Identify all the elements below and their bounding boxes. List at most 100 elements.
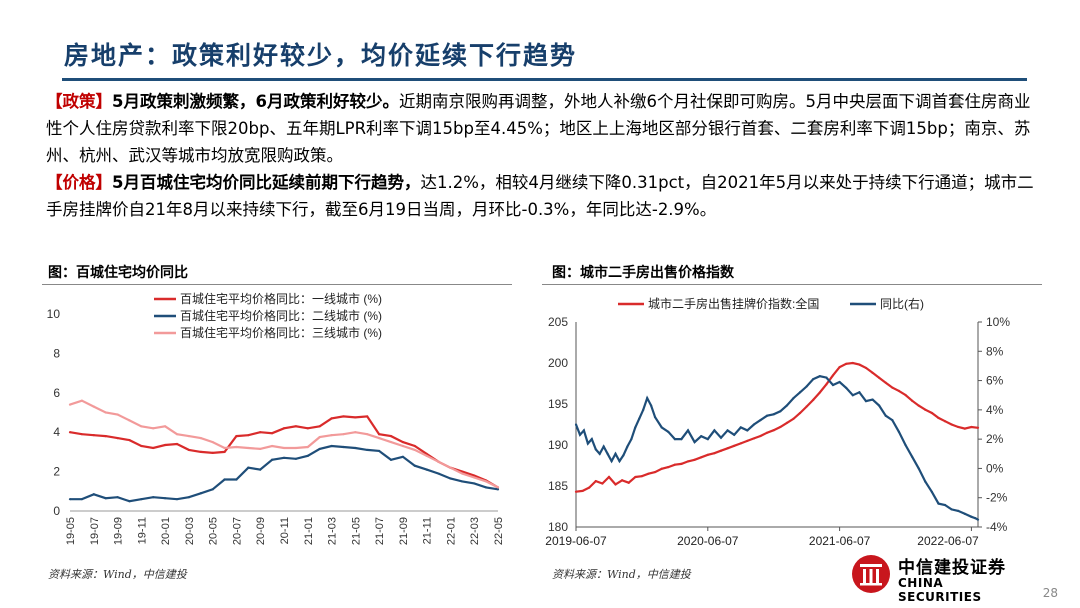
data-point: [80, 399, 83, 402]
data-point: [152, 446, 155, 450]
legend-label: 城市二手房出售挂牌价指数:全国: [648, 296, 819, 311]
data-point: [104, 435, 107, 438]
data-point: [660, 467, 663, 470]
series-line-1: [69, 415, 499, 489]
data-point: [831, 374, 835, 377]
data-point: [128, 438, 131, 442]
series-line-1: [575, 361, 979, 493]
series-line-3: [69, 399, 499, 489]
y-right-tick-label: 8%: [986, 344, 1004, 358]
data-point: [831, 383, 835, 387]
data-point: [211, 488, 214, 491]
price-headline: 5月百城住宅均价同比延续前期下行趋势，: [112, 173, 421, 192]
data-point: [164, 425, 167, 428]
data-point: [128, 500, 131, 503]
series-line-2: [574, 375, 979, 521]
data-point: [330, 417, 333, 420]
data-point: [582, 429, 586, 432]
data-point: [838, 380, 841, 384]
data-point: [235, 478, 238, 481]
data-point: [680, 438, 683, 441]
data-point: [638, 417, 641, 420]
data-point: [858, 391, 861, 394]
data-point: [739, 426, 742, 429]
data-point: [957, 425, 960, 429]
title-rule: [62, 78, 1027, 81]
data-point: [378, 433, 381, 436]
data-point: [622, 454, 625, 457]
data-point: [673, 463, 676, 466]
y-right-tick-label: 6%: [986, 374, 1004, 388]
data-point: [792, 397, 795, 400]
legend-label: 百城住宅平均价格同比：二线城市 (%): [180, 308, 382, 323]
data-point: [963, 427, 966, 430]
data-point: [247, 434, 250, 437]
data-point: [594, 448, 597, 451]
brand-name-cn: 中信建投证券: [898, 558, 1006, 578]
data-point: [792, 417, 795, 420]
x-tick-label: 20-11: [279, 517, 291, 544]
series-line-2: [70, 444, 499, 503]
data-point: [496, 488, 500, 491]
y-right-tick-label: -4%: [986, 520, 1008, 534]
left-chart: 0 2 4 6 8 10 19-05 19-07 19-09 19-11 20-01 20-03 20-…: [47, 291, 505, 545]
data-point: [864, 366, 868, 370]
left-chart-source: 资料来源：Wind，中信建投: [48, 568, 187, 581]
data-point: [378, 449, 381, 453]
data-point: [235, 445, 238, 449]
data-point: [581, 489, 584, 493]
x-tick-label: 19-05: [65, 517, 77, 545]
data-point: [437, 460, 440, 463]
data-point: [187, 496, 190, 499]
y-tick-label: 4: [53, 425, 60, 439]
data-point: [389, 458, 393, 461]
data-point: [330, 444, 333, 448]
data-point: [845, 362, 848, 365]
x-tick-label: 22-05: [493, 517, 505, 545]
data-point: [759, 419, 762, 422]
data-point: [642, 408, 645, 411]
y-tick-label: 0: [53, 504, 60, 518]
data-point: [871, 371, 874, 374]
data-point: [116, 413, 119, 416]
data-point: [606, 452, 609, 455]
y-left-tick-label: 180: [548, 520, 568, 534]
x-tick-label: 21-05: [350, 517, 362, 545]
data-point: [140, 425, 143, 428]
data-point: [574, 490, 578, 493]
data-point: [851, 394, 854, 397]
data-point: [294, 446, 297, 450]
x-tick-label: 2020-06-07: [677, 534, 739, 548]
data-point: [726, 447, 729, 450]
x-tick-label: 2021-06-07: [809, 534, 871, 548]
x-tick-label: 21-01: [303, 517, 315, 545]
y-right-tick-label: 4%: [986, 403, 1004, 417]
x-tick-label: 22-03: [469, 517, 481, 545]
data-point: [640, 475, 644, 478]
data-point: [957, 509, 960, 512]
data-point: [259, 447, 262, 451]
data-point: [904, 393, 907, 397]
policy-tag: 【政策】: [46, 92, 112, 111]
data-point: [667, 430, 670, 433]
x-tick-label: 19-11: [136, 517, 148, 544]
data-point: [92, 493, 95, 496]
right-chart-rule: [542, 284, 1042, 285]
data-point: [713, 452, 716, 455]
data-point: [401, 440, 404, 444]
data-point: [680, 462, 683, 465]
data-point: [858, 363, 861, 366]
data-point: [271, 458, 274, 461]
data-point: [864, 399, 868, 403]
data-point: [626, 445, 629, 448]
data-point: [693, 440, 696, 444]
data-point: [930, 411, 933, 415]
data-point: [175, 433, 179, 436]
data-point: [924, 408, 927, 411]
data-point: [271, 432, 274, 435]
data-point: [223, 478, 226, 481]
data-point: [746, 429, 749, 432]
data-point: [667, 466, 670, 469]
y-right-tick-label: 0%: [986, 461, 1004, 475]
data-point: [726, 429, 729, 432]
